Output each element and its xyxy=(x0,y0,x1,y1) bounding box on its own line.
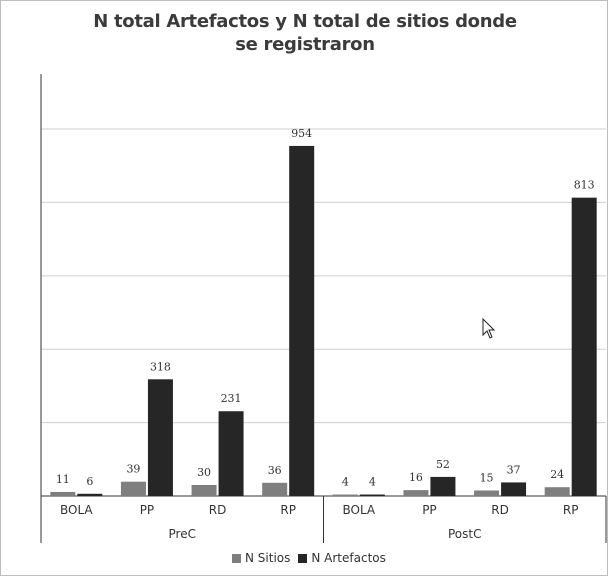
data-label-artefactos: 4 xyxy=(369,476,376,489)
legend-swatch-artefactos xyxy=(298,553,308,563)
bar-sitios xyxy=(120,481,146,496)
data-label-sitios: 16 xyxy=(409,471,423,484)
x-tick-label: PP xyxy=(422,503,436,517)
x-tick-label: BOLA xyxy=(60,503,93,517)
bar-artefactos xyxy=(218,411,244,496)
data-label-sitios: 4 xyxy=(342,476,349,489)
legend-item-sitios: N Sitios xyxy=(232,551,290,565)
legend-label-sitios: N Sitios xyxy=(245,551,291,565)
bar-sitios xyxy=(50,491,76,496)
data-label-artefactos: 37 xyxy=(507,463,521,476)
bar-sitios xyxy=(544,487,570,496)
data-label-sitios: 30 xyxy=(197,466,211,479)
data-label-sitios: 36 xyxy=(268,464,282,477)
data-label-artefactos: 231 xyxy=(221,392,242,405)
legend-label-artefactos: N Artefactos xyxy=(311,551,386,565)
group-label: PreC xyxy=(169,527,196,541)
bar-artefactos xyxy=(571,197,597,496)
bar-artefactos xyxy=(147,379,173,496)
bar-sitios xyxy=(474,490,500,496)
data-label-artefactos: 318 xyxy=(150,360,171,373)
legend: N Sitios N Artefactos xyxy=(232,549,394,567)
x-tick-label: BOLA xyxy=(342,503,375,517)
bar-sitios xyxy=(191,484,217,496)
data-label-artefactos: 954 xyxy=(291,127,312,140)
bar-artefactos xyxy=(77,493,103,496)
data-label-artefactos: 6 xyxy=(86,475,93,488)
data-label-sitios: 39 xyxy=(126,463,140,476)
bar-sitios xyxy=(332,494,358,496)
group-label: PostC xyxy=(448,527,482,541)
data-label-artefactos: 813 xyxy=(574,179,595,192)
data-label-artefactos: 52 xyxy=(436,458,450,471)
x-tick-label: RD xyxy=(491,503,509,517)
bar-artefactos xyxy=(430,476,456,496)
data-label-sitios: 11 xyxy=(56,473,70,486)
bar-sitios xyxy=(403,490,429,496)
x-tick-label: RD xyxy=(209,503,227,517)
legend-item-artefactos: N Artefactos xyxy=(298,551,386,565)
bar-artefactos xyxy=(359,494,385,496)
bar-artefactos xyxy=(289,145,315,497)
legend-swatch-sitios xyxy=(232,553,241,563)
bar-sitios xyxy=(262,482,288,496)
x-tick-label: PP xyxy=(140,503,154,517)
x-tick-label: RP xyxy=(563,503,579,517)
x-tick-label: RP xyxy=(280,503,296,517)
chart-title: N total Artefactos y N total de sitios d… xyxy=(93,11,517,55)
mouse-pointer-icon xyxy=(482,318,496,339)
bar-artefactos xyxy=(501,482,527,496)
data-label-sitios: 15 xyxy=(480,471,494,484)
data-label-sitios: 24 xyxy=(550,468,564,481)
